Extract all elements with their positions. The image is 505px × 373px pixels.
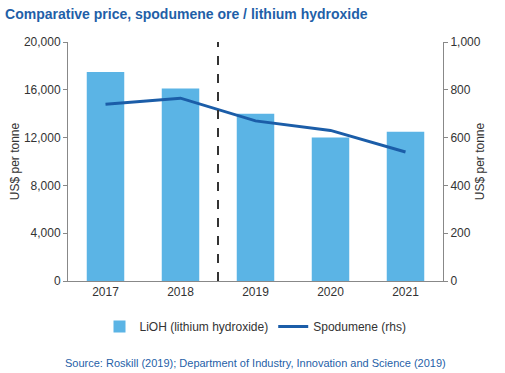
svg-text:16,000: 16,000 [24,83,61,97]
svg-text:200: 200 [450,226,470,240]
svg-text:Source: Roskill (2019); Depart: Source: Roskill (2019); Department of In… [65,357,446,369]
svg-text:LiOH (lithium hydroxide): LiOH (lithium hydroxide) [140,320,269,334]
svg-text:2020: 2020 [317,285,344,299]
svg-text:0: 0 [54,274,61,288]
svg-text:600: 600 [450,131,470,145]
svg-text:1,000: 1,000 [450,35,480,49]
svg-text:0: 0 [450,274,457,288]
svg-text:400: 400 [450,179,470,193]
svg-text:12,000: 12,000 [24,131,61,145]
svg-text:2021: 2021 [392,285,419,299]
svg-text:4,000: 4,000 [31,226,61,240]
svg-text:2017: 2017 [92,285,119,299]
svg-text:800: 800 [450,83,470,97]
svg-text:US$ per tonne: US$ per tonne [473,122,487,200]
svg-text:US$ per tonne: US$ per tonne [8,122,22,200]
svg-text:Comparative price, spodumene o: Comparative price, spodumene ore / lithi… [5,6,368,22]
svg-text:2019: 2019 [242,285,269,299]
svg-text:2018: 2018 [167,285,194,299]
svg-text:Spodumene (rhs): Spodumene (rhs) [313,320,406,334]
svg-text:8,000: 8,000 [31,179,61,193]
svg-text:20,000: 20,000 [24,35,61,49]
